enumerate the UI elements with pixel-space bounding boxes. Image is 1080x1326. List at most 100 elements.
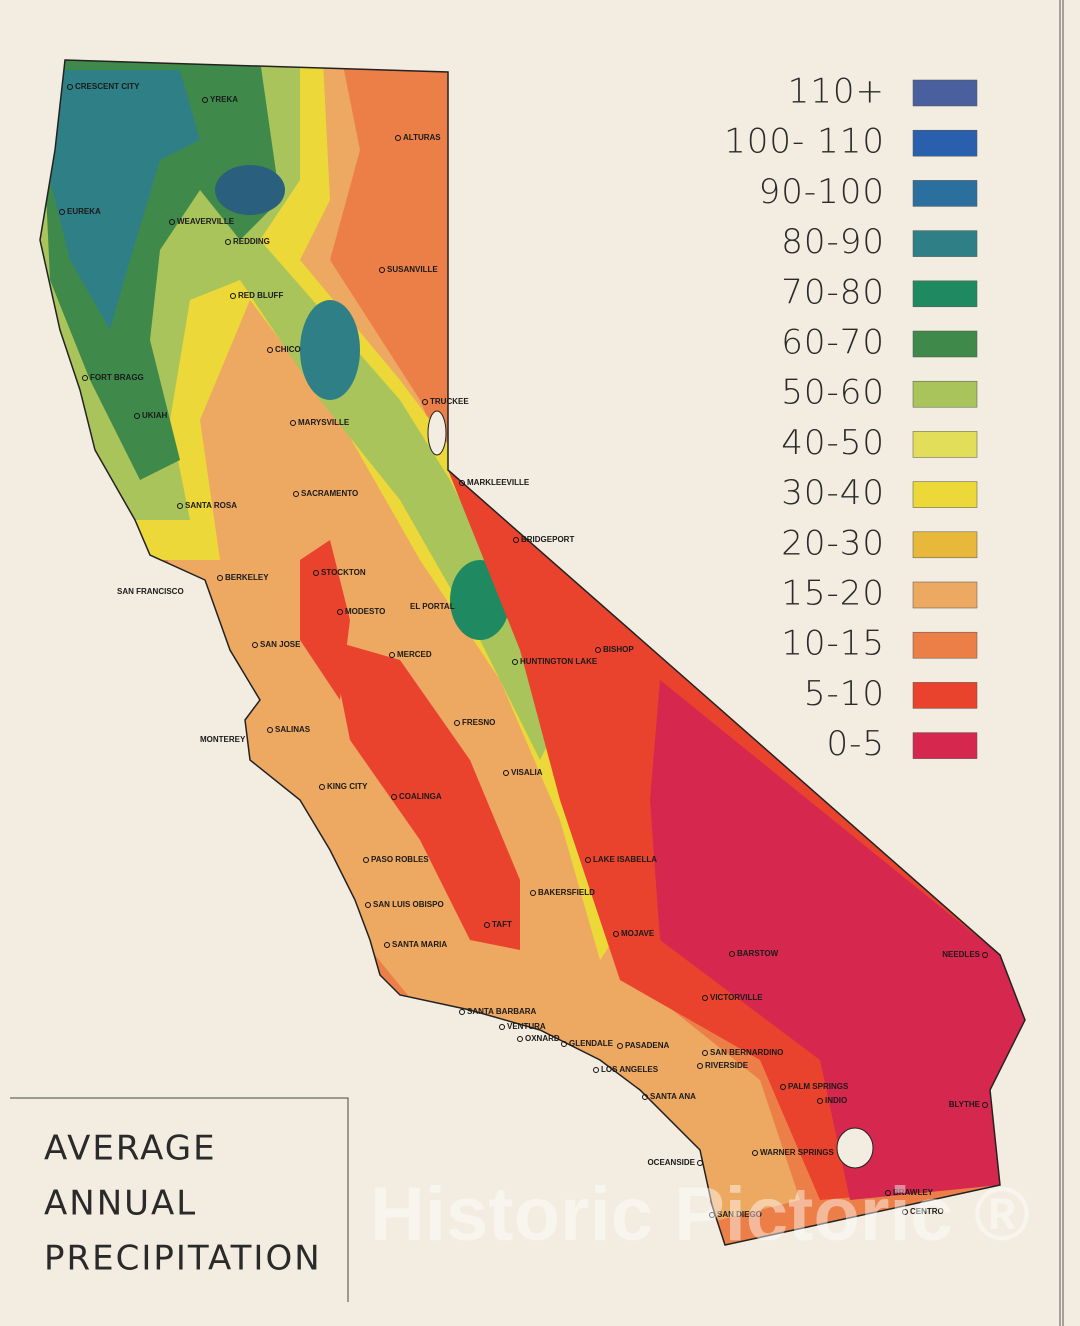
city-dot [67,84,73,90]
state-outline [39,59,1026,1246]
lake [836,1127,874,1169]
legend-label: 40-50 [781,423,885,463]
city-dot [530,890,536,896]
city-dot [459,480,465,486]
legend-swatch [912,79,978,107]
legend-label: 110+ [788,72,885,112]
city-label: SAN JOSE [260,640,301,649]
legend-swatch [912,531,978,559]
city-label: MODESTO [345,607,385,616]
city-label: RED BLUFF [238,291,283,300]
city-dot [363,857,369,863]
city-label: CRESCENT CITY [75,82,140,91]
city-dot [337,609,343,615]
legend-swatch [912,481,978,508]
city-label: VICTORVILLE [710,993,763,1002]
legend-swatch [912,380,978,408]
city-dot [982,1102,988,1108]
city-dot [702,995,708,1001]
band [215,165,285,215]
city-dot [709,1212,715,1218]
city-label: LOS ANGELES [601,1065,659,1074]
city-label: CHICO [275,345,301,354]
city-dot [134,413,140,419]
city-dot [982,952,988,958]
city-dot [517,1036,523,1042]
band [50,70,200,330]
title: AVERAGE ANNUAL PRECIPITATION [44,1129,322,1279]
city-dot [512,659,518,665]
city-label: OXNARD [525,1034,560,1043]
city-dot [267,727,273,733]
city-dot [379,267,385,273]
legend-label: 15-20 [781,574,885,614]
city-label: BAKERSFIELD [538,888,595,897]
city-label: GLENDALE [569,1039,614,1048]
city-label: OCEANSIDE [647,1158,695,1167]
city-label: HUNTINGTON LAKE [520,657,598,666]
city-label: RIVERSIDE [705,1061,749,1070]
city-dot [585,857,591,863]
title-box [10,1097,349,1302]
city-label: FORT BRAGG [90,373,144,382]
city-dot [561,1041,567,1047]
watermark: Historic Pictoric ® [370,1172,1030,1257]
lake [427,410,447,456]
city-dot [319,784,325,790]
legend-label: 0-5 [826,724,885,764]
city-label: TRUCKEE [430,397,469,406]
city-dot [59,209,65,215]
city-label: BRAWLEY [893,1188,934,1197]
city-dot [642,1094,648,1100]
city-dot [780,1084,786,1090]
city-dot [593,1067,599,1073]
city-dot [395,135,401,141]
legend-swatch [912,581,978,609]
legend-swatch [912,330,978,358]
band [300,300,360,400]
city-dot [230,293,236,299]
legend-swatch [912,230,978,257]
legend-swatch [912,682,978,709]
city-dot [454,720,460,726]
city-label: YREKA [210,95,238,104]
city-label: PASO ROBLES [371,855,429,864]
city-label: INDIO [825,1096,847,1105]
city-dot [902,1209,908,1215]
city-label: MERCED [397,650,432,659]
city-dot [617,1043,623,1049]
city-dot [697,1160,703,1166]
city-dot [702,1050,708,1056]
city-label: ALTURAS [403,133,441,142]
legend-swatch [912,280,978,308]
city-dot [499,1024,505,1030]
city-label: PASADENA [625,1041,670,1050]
city-dot [595,647,601,653]
city-dot [252,642,258,648]
city-label: SANTA ANA [650,1092,696,1101]
city-dot [225,239,231,245]
city-dot [729,951,735,957]
legend-swatch [912,431,978,458]
legend-swatch [912,129,978,157]
city-label: VENTURA [507,1022,546,1031]
city-label: CENTRO [910,1207,944,1216]
city-label: BERKELEY [225,573,269,582]
title-line: PRECIPITATION [44,1239,322,1279]
city-dot [293,491,299,497]
band [300,540,350,700]
city-label: TAFT [492,920,512,929]
legend-label: 70-80 [781,272,885,312]
legend-swatch [912,732,978,759]
legend-label: 100- 110 [724,122,885,162]
city-label: UKIAH [142,411,168,420]
city-label: SAN FRANCISCO [117,587,184,596]
city-label: SAN LUIS OBISPO [373,900,444,909]
city-label: SACRAMENTO [301,489,358,498]
city-label: PALM SPRINGS [788,1082,849,1091]
city-label: MONTEREY [200,735,246,744]
city-label: BLYTHE [949,1100,981,1109]
city-label: WEAVERVILLE [177,217,235,226]
